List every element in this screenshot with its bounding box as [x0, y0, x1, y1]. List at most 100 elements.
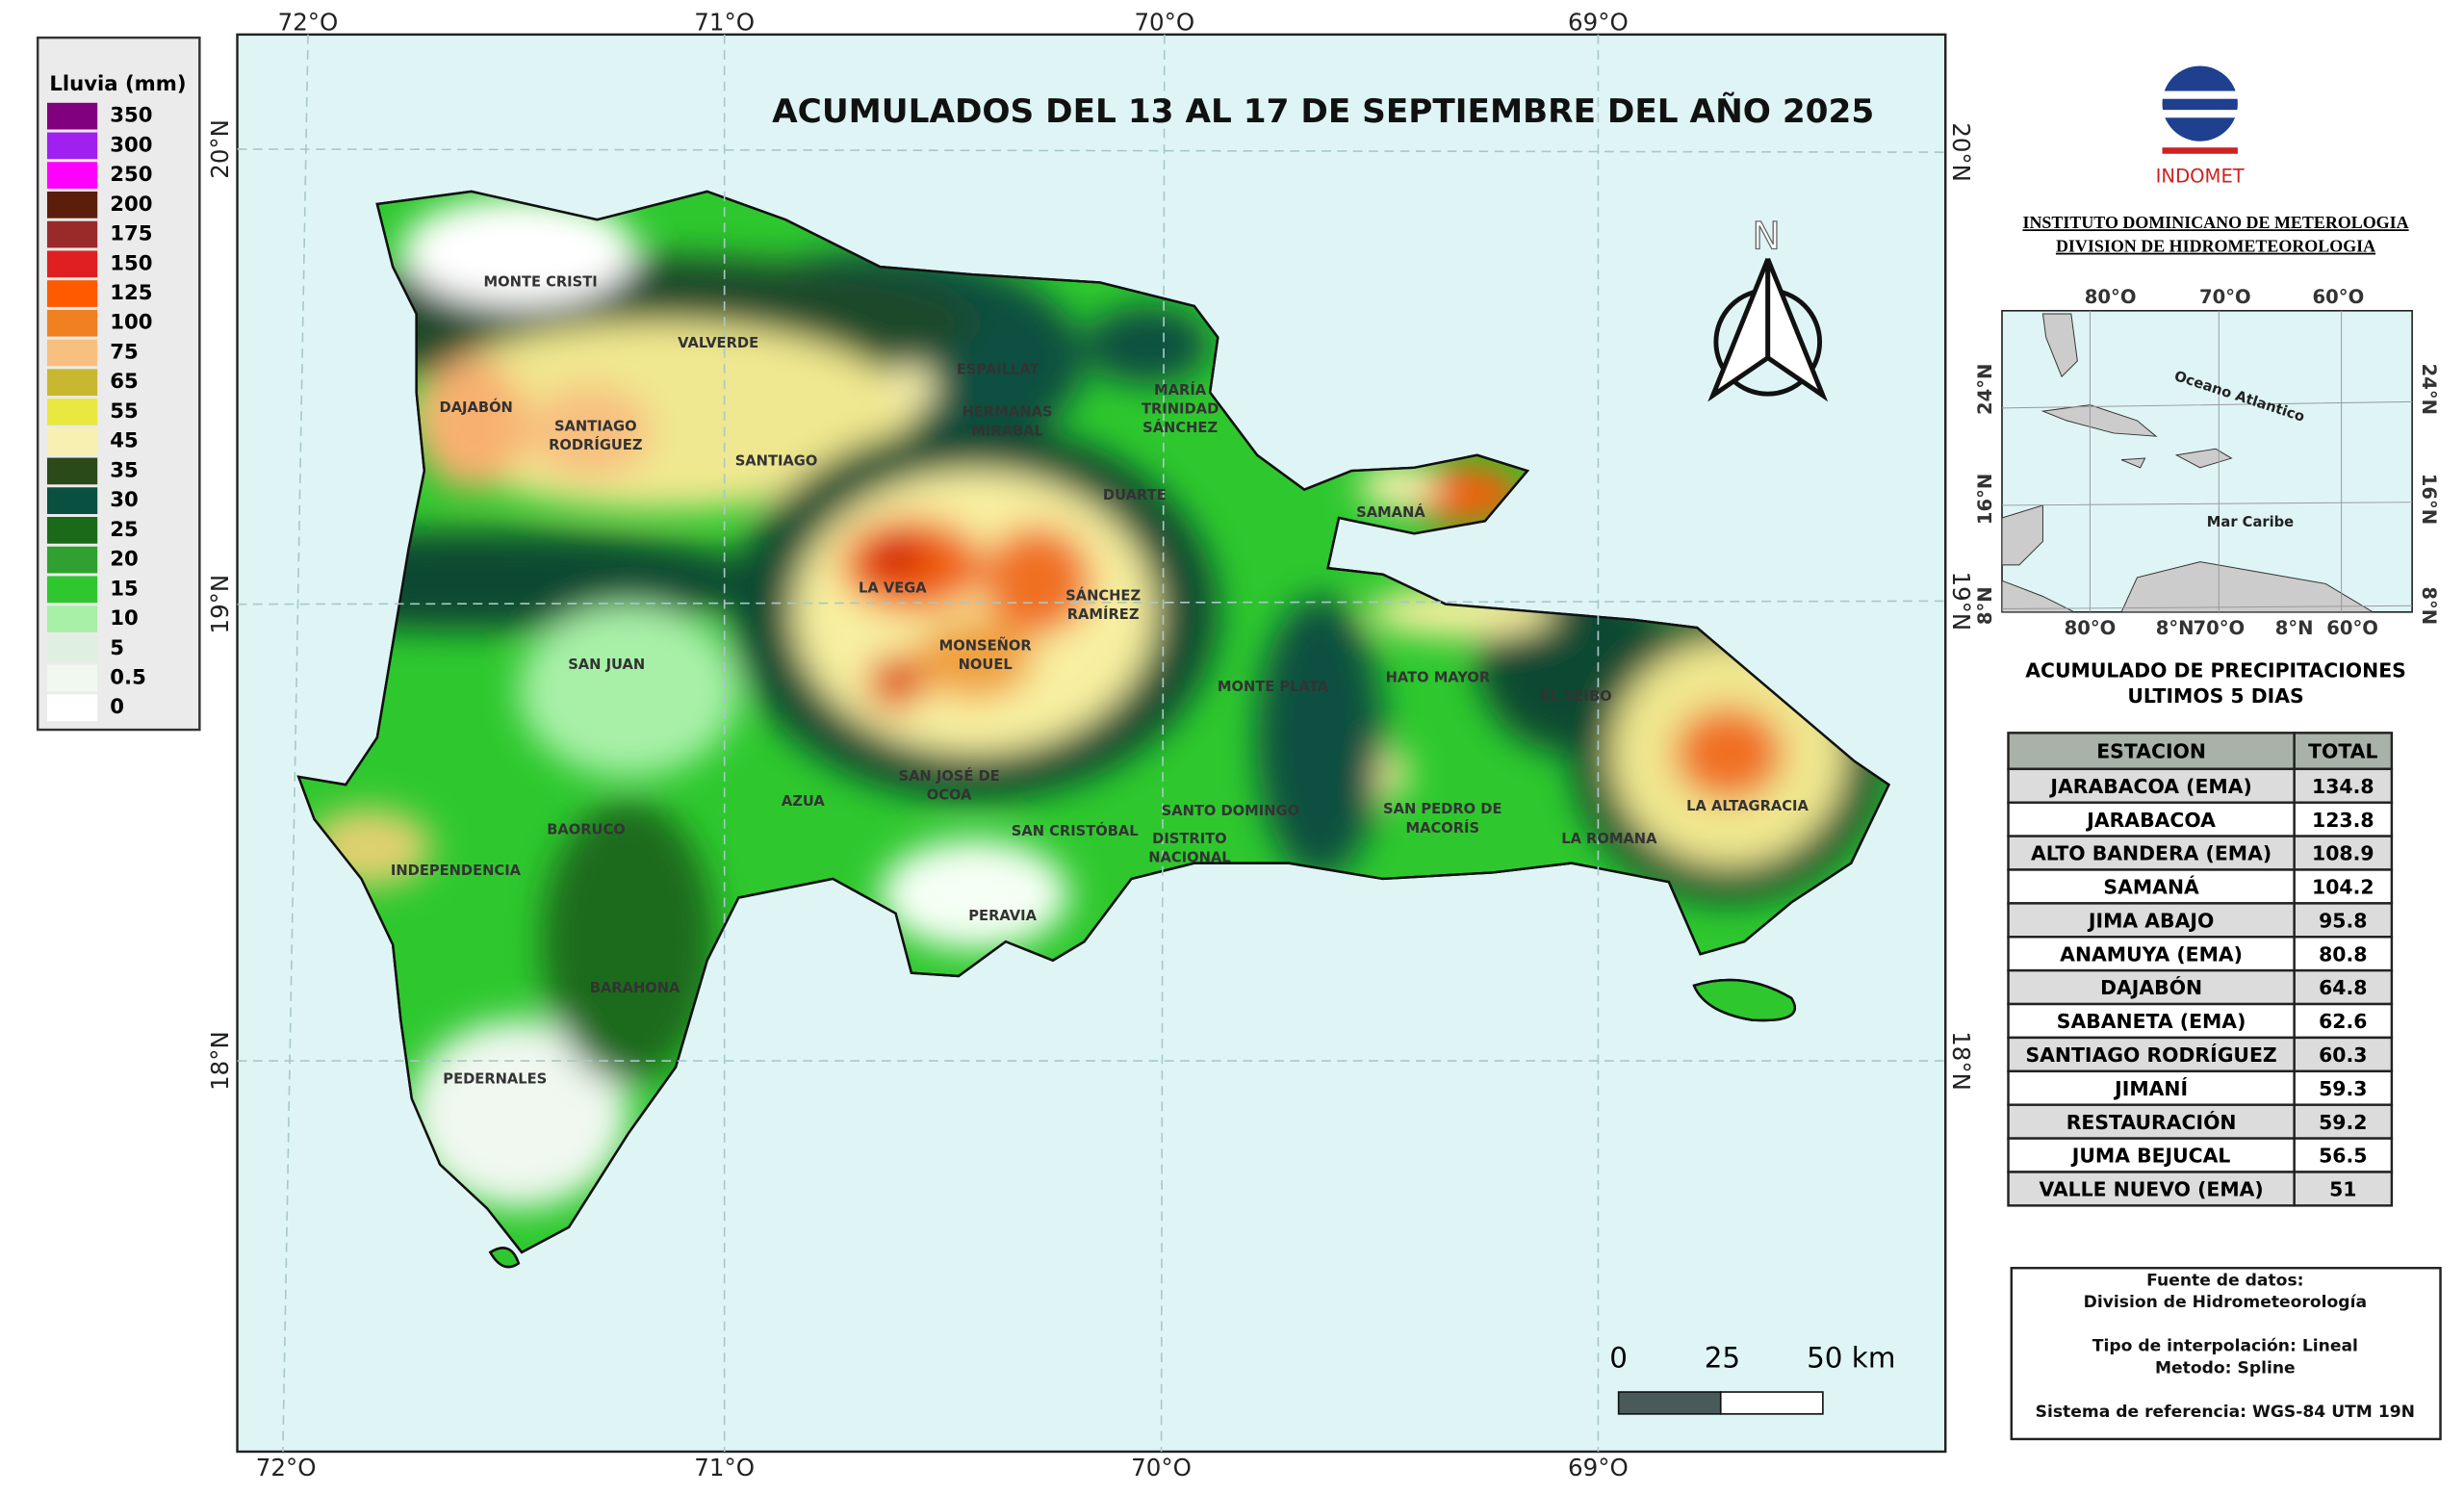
province-labels: MONTE CRISTI VALVERDE DAJABÓN SANTIAGO R… [391, 273, 1810, 1087]
lat-label: 18°N [206, 1031, 234, 1091]
note-line: Division de Hidrometeorología [2084, 1293, 2367, 1312]
north-arrow: N [1707, 215, 1829, 402]
table-cell [2293, 801, 2394, 837]
inset-lat-label: 8°N [2418, 586, 2440, 625]
station-name: SANTIAGO RODRÍGUEZ [2025, 1043, 2276, 1067]
station-table: ESTACION TOTAL JARABACOA (EMA) 134.8 JARABAC… [2007, 732, 2394, 1207]
institute-name: INSTITUTO DOMINICANO DE METEROLOGIA [2022, 213, 2408, 232]
table-cell [2293, 835, 2394, 871]
legend-swatch [46, 546, 98, 574]
province-label: HERMANAS [962, 404, 1053, 421]
legend-label: 300 [110, 132, 152, 156]
inset-lon-label: 70°O [2199, 286, 2251, 308]
province-label: ESPAILLAT [957, 362, 1040, 378]
inset-lat-label: 16°N [1974, 474, 1996, 525]
legend-swatch [46, 369, 98, 397]
legend-swatch [46, 191, 98, 219]
inset-map: Oceano Atlantico Mar Caribe 80°O 70°O 60… [1974, 286, 2440, 639]
station-total: 104.2 [2312, 876, 2374, 899]
province-label: SANTO DOMINGO [1162, 803, 1299, 819]
legend-swatch [46, 487, 98, 514]
legend-label: 125 [110, 280, 152, 304]
table-title: ULTIMOS 5 DIAS [2127, 684, 2303, 708]
station-name: VALLE NUEVO (EMA) [2039, 1178, 2263, 1201]
legend-swatch [46, 132, 98, 160]
inset-lat-label: 24°N [1974, 364, 1996, 415]
lon-label: 72°O [256, 1454, 317, 1481]
table-cell [2293, 902, 2394, 939]
scale-label: 50 km [1807, 1341, 1895, 1374]
legend-swatch [46, 250, 98, 278]
station-total: 51 [2329, 1178, 2356, 1201]
table-header: TOTAL [2308, 740, 2377, 763]
legend-swatch [46, 280, 98, 307]
map-title: ACUMULADOS DEL 13 AL 17 DE SEPTIEMBRE DE… [772, 91, 1874, 131]
province-label: SANTIAGO [554, 418, 637, 434]
legend-label: 75 [110, 339, 139, 363]
lon-label: 71°O [694, 1454, 755, 1481]
station-total: 60.3 [2319, 1043, 2367, 1067]
legend-label: 100 [110, 310, 152, 334]
legend-swatch [46, 664, 98, 692]
legend-label: 200 [110, 192, 152, 216]
legend-label: 45 [110, 428, 139, 452]
province-label: SAMANÁ [1356, 503, 1425, 521]
province-label: PEDERNALES [443, 1071, 547, 1088]
institute-division: DIVISION DE HIDROMETEOROLOGIA [2056, 237, 2375, 256]
province-label: AZUA [782, 793, 825, 810]
table-cell [2007, 868, 2296, 905]
logo: INDOMET [2156, 65, 2245, 188]
table-header-cell [2293, 732, 2394, 771]
province-label: BARAHONA [590, 980, 680, 996]
logo-text: INDOMET [2156, 166, 2245, 188]
table-cell [2007, 936, 2296, 972]
legend-label: 0 [110, 694, 124, 718]
station-total: 56.5 [2319, 1145, 2367, 1168]
station-total: 59.3 [2319, 1077, 2367, 1100]
lon-label: 70°O [1131, 1454, 1192, 1481]
province-label: RAMÍREZ [1067, 605, 1140, 623]
province-label: NOUEL [959, 657, 1013, 673]
station-name: RESTAURACIÓN [2066, 1110, 2237, 1134]
grid-lines [237, 34, 1946, 1452]
table-cell [2007, 801, 2296, 837]
legend-swatch [46, 457, 98, 485]
station-total: 64.8 [2319, 976, 2367, 999]
legend-label: 10 [110, 605, 139, 630]
province-label: OCOA [927, 787, 972, 804]
legend-swatch [46, 427, 98, 455]
legend-swatch [46, 399, 98, 425]
province-label: TRINIDAD [1142, 401, 1219, 418]
province-label: EL SEIBO [1540, 688, 1611, 705]
station-name: JARABACOA (EMA) [2048, 775, 2251, 798]
province-label: INDEPENDENCIA [391, 863, 522, 879]
table-cell [2007, 1002, 2296, 1040]
inset-lat-label: 24°N [2418, 364, 2440, 415]
province-label: VALVERDE [678, 335, 758, 351]
province-label: SAN JOSÉ DE [899, 767, 1000, 785]
scale-bar: 0 25 50 km [1609, 1341, 1895, 1415]
legend-label: 175 [110, 221, 152, 245]
province-label: MONTE PLATA [1218, 679, 1329, 695]
station-total: 80.8 [2319, 942, 2367, 966]
province-label: LA ROMANA [1561, 831, 1657, 847]
legend-swatch [46, 517, 98, 544]
province-label: SÁNCHEZ [1142, 419, 1218, 436]
province-label: MIRABAL [971, 423, 1043, 439]
station-name: JIMANÍ [2113, 1076, 2188, 1100]
province-label: MONSEÑOR [939, 638, 1032, 655]
province-label: LA VEGA [859, 580, 927, 596]
station-name: SAMANÁ [2103, 875, 2199, 899]
inset-lat-label: 16°N [2418, 474, 2440, 525]
note-line: Fuente de datos: [2146, 1271, 2303, 1290]
legend-swatch [46, 339, 98, 367]
inset-lon-label: 60°O [2326, 617, 2378, 639]
legend-swatch [46, 309, 98, 337]
sea-label: Mar Caribe [2207, 514, 2294, 530]
station-name: SABANETA (EMA) [2057, 1010, 2246, 1033]
province-label: BAORUCO [547, 821, 626, 837]
lon-label: 71°O [694, 8, 755, 36]
table-cell [2007, 1171, 2296, 1207]
legend-label: 15 [110, 576, 139, 600]
